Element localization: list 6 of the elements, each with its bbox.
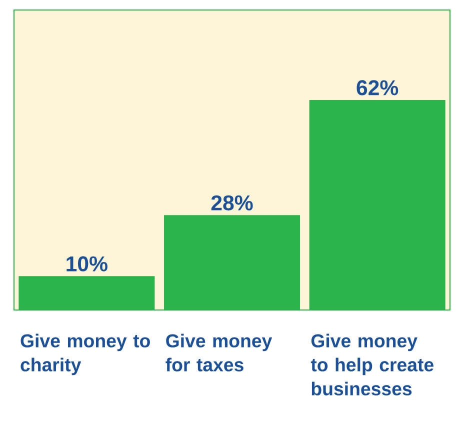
- x-tick-label: Give money to charity: [20, 334, 150, 376]
- data-label: 62%: [356, 80, 398, 96]
- data-label: 10%: [66, 256, 108, 272]
- x-tick-label: Give money to help create businesses: [310, 334, 434, 396]
- x-tick-label: Give money for taxes: [166, 334, 272, 372]
- data-label: 28%: [211, 195, 253, 210]
